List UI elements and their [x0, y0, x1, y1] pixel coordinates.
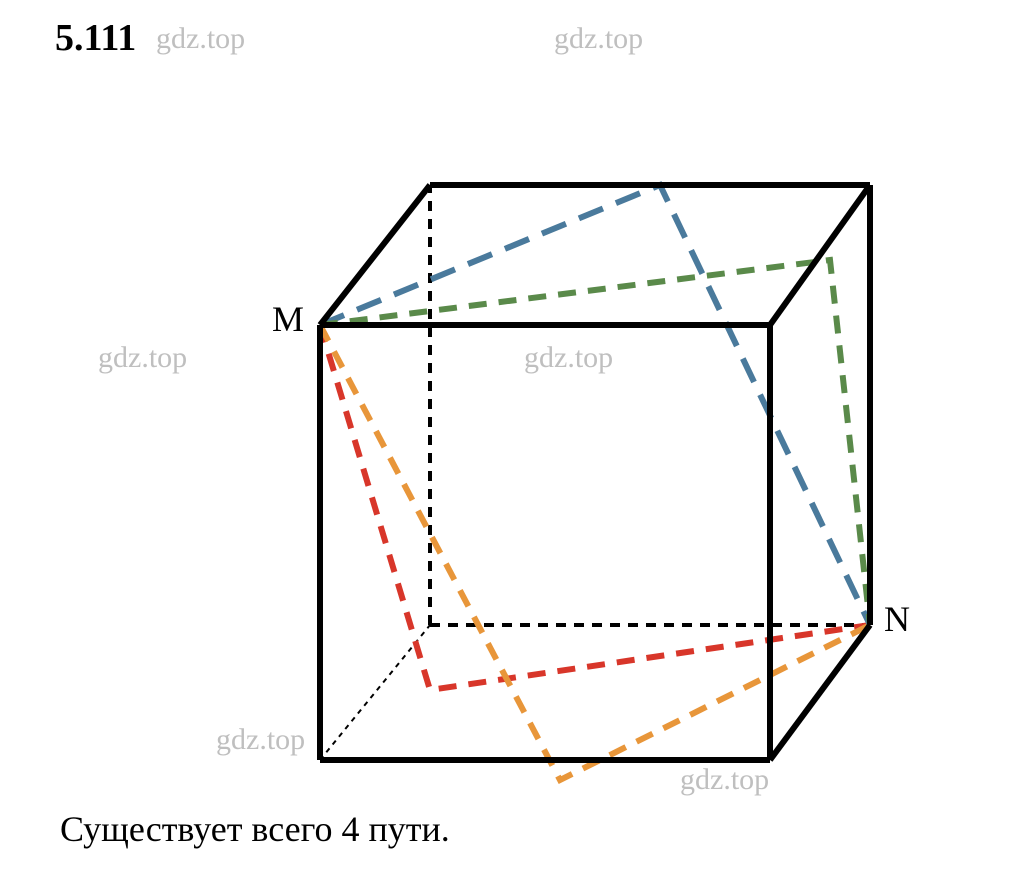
path-green — [320, 260, 870, 625]
cube-edge — [770, 625, 870, 760]
problem-number: 5.111 — [55, 16, 136, 60]
vertex-label-m: M — [272, 298, 304, 340]
cube-diagram — [220, 140, 870, 790]
cube-edge — [770, 185, 870, 325]
watermark: gdz.top — [554, 22, 643, 56]
path-orange — [320, 325, 870, 780]
path-blue — [320, 185, 870, 625]
watermark: gdz.top — [156, 22, 245, 56]
path-red — [320, 325, 870, 690]
vertex-label-n: N — [884, 598, 910, 640]
answer-text: Существует всего 4 пути. — [60, 808, 450, 850]
watermark: gdz.top — [98, 341, 187, 375]
